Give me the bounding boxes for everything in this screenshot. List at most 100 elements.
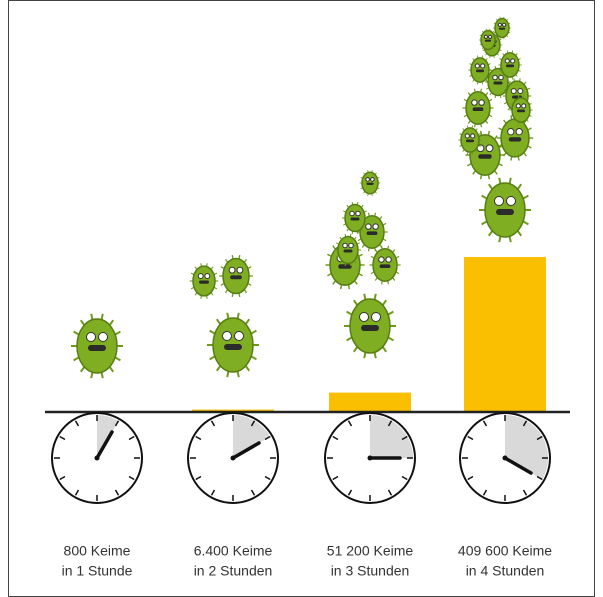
germ bbox=[360, 170, 381, 196]
germ-eye bbox=[371, 178, 375, 182]
germ-mouth bbox=[473, 107, 484, 111]
germ-eye bbox=[481, 64, 485, 68]
germ-mouth bbox=[494, 82, 503, 85]
germ-mouth bbox=[366, 183, 373, 185]
germ-eye bbox=[349, 243, 354, 248]
germ-eye bbox=[518, 89, 523, 94]
bar bbox=[329, 393, 411, 412]
clock-tick bbox=[212, 421, 215, 426]
germ-mouth bbox=[506, 65, 514, 68]
germ bbox=[207, 313, 259, 377]
x-tick-label: in 2 Stunden bbox=[194, 563, 273, 579]
germ-eye bbox=[516, 129, 522, 135]
germ-eye bbox=[511, 59, 515, 63]
clock bbox=[460, 413, 550, 503]
germ-eye bbox=[484, 35, 487, 38]
germ-eye bbox=[499, 75, 504, 80]
clock-tick bbox=[265, 477, 270, 480]
germ-eye bbox=[198, 274, 203, 279]
x-tick-label: in 1 Stunde bbox=[62, 563, 133, 579]
germ-mouth bbox=[478, 154, 492, 159]
clock-tick bbox=[524, 490, 527, 495]
germ-eye bbox=[360, 313, 369, 322]
x-tick-label: in 3 Stunden bbox=[331, 563, 410, 579]
clock-tick bbox=[389, 490, 392, 495]
clock-tick bbox=[116, 490, 119, 495]
germ-mouth bbox=[88, 345, 106, 351]
germ-eye bbox=[372, 313, 381, 322]
clock-tick bbox=[196, 477, 201, 480]
germ-eye bbox=[356, 211, 361, 216]
clock-wedge bbox=[233, 415, 270, 458]
germ-mouth bbox=[517, 110, 525, 113]
clock-tick bbox=[60, 477, 65, 480]
germ-mouth bbox=[476, 70, 484, 73]
clock-center bbox=[95, 456, 100, 461]
germ-eye bbox=[471, 134, 475, 138]
germ-eye bbox=[508, 129, 514, 135]
germ-eye bbox=[386, 257, 391, 262]
germ-mouth bbox=[380, 264, 391, 268]
clock-tick bbox=[349, 421, 352, 426]
clock-tick bbox=[252, 490, 255, 495]
clock-tick bbox=[349, 490, 352, 495]
germ-eye bbox=[505, 59, 509, 63]
germ-eye bbox=[87, 333, 96, 342]
clock bbox=[52, 413, 142, 503]
value-label: 409 600 Keime bbox=[458, 543, 552, 559]
germ-mouth bbox=[509, 137, 522, 141]
germ-mouth bbox=[496, 209, 514, 215]
germ-eye bbox=[522, 104, 526, 108]
germ bbox=[369, 246, 400, 285]
clock-tick bbox=[196, 437, 201, 440]
chart: 800 Keime in 1 Stunde 6.400 Keime in 2 Stun… bbox=[0, 0, 603, 597]
germ-eye bbox=[507, 197, 516, 206]
germ-eye bbox=[235, 332, 244, 341]
germ bbox=[479, 178, 531, 242]
germ-eye bbox=[373, 224, 378, 229]
clock-tick bbox=[129, 477, 134, 480]
germ-eye bbox=[237, 267, 243, 273]
germ-eye bbox=[465, 134, 469, 138]
clock-tick bbox=[212, 490, 215, 495]
clock-tick bbox=[76, 490, 79, 495]
germ bbox=[71, 314, 123, 378]
clock-center bbox=[231, 456, 236, 461]
clock-tick bbox=[333, 437, 338, 440]
clock-tick bbox=[468, 477, 473, 480]
bar bbox=[464, 257, 546, 412]
value-label: 6.400 Keime bbox=[194, 543, 273, 559]
germ-eye bbox=[379, 257, 384, 262]
germ-mouth bbox=[466, 140, 474, 143]
germ bbox=[462, 89, 493, 128]
germ bbox=[219, 255, 253, 297]
germ-eye bbox=[511, 89, 516, 94]
germ-mouth bbox=[361, 325, 379, 331]
germ-eye bbox=[489, 35, 492, 38]
germ-eye bbox=[350, 211, 355, 216]
germ-eye bbox=[479, 100, 484, 105]
germ-mouth bbox=[344, 250, 353, 253]
germ-eye bbox=[229, 267, 235, 273]
germ-mouth bbox=[351, 218, 360, 221]
germ-eye bbox=[343, 243, 348, 248]
germ-eye bbox=[475, 64, 479, 68]
germ-eye bbox=[223, 332, 232, 341]
germ-eye bbox=[99, 333, 108, 342]
illustration bbox=[71, 17, 533, 378]
clock-center bbox=[503, 456, 508, 461]
germ-eye bbox=[493, 75, 498, 80]
x-tick-label: in 4 Stunden bbox=[466, 563, 545, 579]
germ-mouth bbox=[485, 40, 491, 42]
clock-tick bbox=[333, 477, 338, 480]
germ bbox=[497, 115, 533, 160]
value-label: 51 200 Keime bbox=[327, 543, 414, 559]
clock-tick bbox=[484, 490, 487, 495]
germ-eye bbox=[516, 104, 520, 108]
value-label: 800 Keime bbox=[64, 543, 131, 559]
germ-eye bbox=[366, 178, 370, 182]
clock-tick bbox=[60, 437, 65, 440]
germ-eye bbox=[486, 145, 493, 152]
clock-center bbox=[368, 456, 373, 461]
clock bbox=[325, 413, 415, 503]
